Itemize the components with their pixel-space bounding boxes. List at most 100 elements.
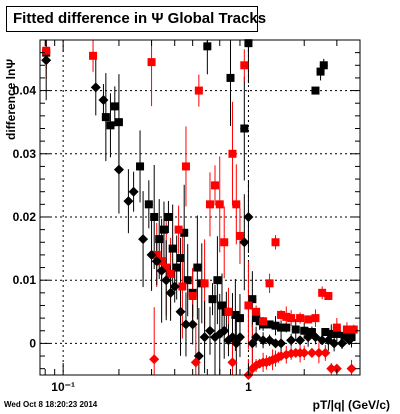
data-point-square — [324, 291, 333, 300]
data-point-square — [319, 61, 328, 70]
axis-ticks — [40, 39, 361, 375]
data-point-diamond — [190, 357, 201, 368]
data-point-square — [282, 312, 291, 321]
data-point-square — [296, 314, 305, 323]
data-point-square — [282, 323, 291, 332]
data-point-square — [205, 200, 214, 209]
date-stamp: Wed Oct 8 18:20:23 2014 — [4, 400, 98, 409]
data-point-diamond — [270, 338, 281, 349]
data-point-diamond — [128, 186, 139, 197]
data-point-diamond — [175, 306, 186, 317]
data-point-diamond — [138, 234, 149, 245]
data-point-diamond — [169, 281, 180, 292]
data-point-square — [150, 212, 159, 221]
data-point-square — [155, 235, 164, 244]
data-point-square — [321, 328, 330, 337]
data-point-square — [215, 200, 224, 209]
data-point-square — [232, 200, 241, 209]
data-point-square — [248, 295, 257, 304]
data-point-square — [271, 238, 280, 247]
data-point-square — [311, 314, 320, 323]
data-point-square — [277, 310, 286, 319]
data-point-diamond — [199, 332, 210, 343]
data-point-square — [162, 263, 171, 272]
data-points — [41, 39, 358, 380]
data-point-diamond — [251, 332, 262, 343]
data-point-square — [342, 325, 351, 334]
chart-title: Fitted difference in Ψ Global Tracks — [6, 6, 266, 32]
data-point-diamond — [344, 335, 355, 346]
data-point-diamond — [313, 347, 324, 358]
data-point-diamond — [303, 332, 314, 343]
data-point-square — [164, 212, 173, 221]
data-point-square — [287, 314, 296, 323]
x-tick-label: 1 — [245, 380, 252, 394]
data-point-diamond — [247, 338, 258, 349]
data-point-square — [110, 102, 119, 111]
data-point-square — [332, 329, 341, 338]
data-point-square — [235, 231, 244, 240]
y-tick-label: 0 — [29, 336, 36, 350]
data-point-diamond — [146, 249, 157, 260]
data-point-square — [332, 323, 341, 332]
y-axis-label: difference lnΨ — [4, 58, 18, 140]
data-point-diamond — [243, 211, 254, 222]
data-point-square — [240, 124, 249, 133]
data-point-square — [147, 58, 156, 67]
data-point-diamond — [187, 319, 198, 330]
data-point-square — [152, 250, 161, 259]
grid-lines — [40, 40, 360, 375]
x-tick-label: 10⁻¹ — [51, 380, 75, 394]
y-tick-label: 0.03 — [13, 147, 37, 161]
data-point-diamond — [306, 347, 317, 358]
data-point-diamond — [123, 196, 134, 207]
data-point-diamond — [331, 363, 342, 374]
data-point-square — [265, 320, 274, 329]
data-point-diamond — [286, 335, 297, 346]
data-point-diamond — [41, 55, 52, 66]
data-point-square — [259, 317, 268, 326]
data-point-diamond — [90, 82, 101, 93]
data-point-square — [347, 333, 356, 342]
plot-frame — [39, 39, 361, 376]
data-point-square — [166, 269, 175, 278]
data-point-square — [193, 263, 202, 272]
data-point-square — [316, 67, 325, 76]
data-point-diamond — [295, 335, 306, 346]
data-point-square — [231, 310, 240, 319]
data-point-diamond — [149, 354, 160, 365]
data-point-square — [218, 301, 227, 310]
data-point-diamond — [113, 164, 124, 175]
data-point-diamond — [98, 95, 109, 106]
data-point-square — [327, 329, 336, 338]
data-point-square — [265, 279, 274, 288]
data-point-square — [252, 307, 261, 316]
data-point-square — [240, 61, 249, 70]
data-point-diamond — [165, 287, 176, 298]
data-point-square — [318, 288, 327, 297]
data-point-square — [220, 238, 229, 247]
data-point-square — [144, 200, 153, 209]
data-point-square — [176, 254, 185, 263]
data-point-square — [304, 315, 313, 324]
data-point-diamond — [276, 338, 287, 349]
data-point-diamond — [317, 335, 328, 346]
data-point-square — [224, 307, 233, 316]
data-point-diamond — [227, 357, 238, 368]
y-tick-label: 0.02 — [13, 210, 37, 224]
data-point-square — [136, 162, 145, 171]
data-point-square — [106, 121, 115, 130]
y-tick-label: 0.04 — [13, 84, 37, 98]
data-point-square — [340, 331, 349, 340]
data-point-diamond — [204, 325, 215, 336]
data-point-square — [200, 279, 209, 288]
data-point-diamond — [219, 325, 230, 336]
data-point-square — [168, 244, 177, 253]
data-point-diamond — [326, 363, 337, 374]
data-point-diamond — [320, 347, 331, 358]
data-point-diamond — [156, 265, 167, 276]
data-point-square — [271, 321, 280, 330]
data-point-square — [291, 325, 300, 334]
data-point-square — [172, 263, 181, 272]
